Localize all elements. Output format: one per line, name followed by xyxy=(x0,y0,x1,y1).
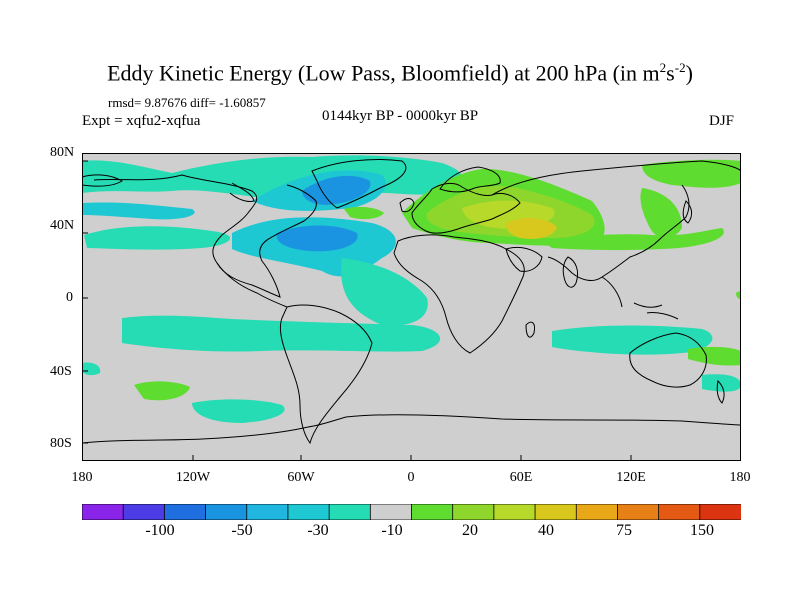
south-america-coast xyxy=(279,304,373,445)
north-america-coast xyxy=(93,174,317,298)
map-tick-marks xyxy=(82,160,632,461)
southeast-asia-coast xyxy=(601,276,679,320)
uk-coast xyxy=(399,198,415,213)
east-pacific-cyan-region xyxy=(82,362,101,376)
lat-tick-40s: 40S xyxy=(50,364,72,379)
season-label: DJF xyxy=(709,113,735,129)
time-period-label: 0144kyr BP - 0000kyr BP xyxy=(321,108,479,124)
colorbar-swatch xyxy=(122,504,166,520)
colorbar-swatch xyxy=(328,504,372,520)
lat-tick-40n: 40N xyxy=(50,218,75,233)
colorbar-swatch xyxy=(575,504,619,520)
positive-anomaly-regions xyxy=(134,159,741,401)
northeast-asia-green-region xyxy=(642,159,741,188)
india-coast xyxy=(562,256,579,288)
middle-east-yellow-region xyxy=(506,218,557,239)
colorbar-swatch xyxy=(699,504,741,520)
africa-coast xyxy=(393,234,525,354)
colorbar-swatch xyxy=(82,504,125,520)
colorbar-label: 20 xyxy=(462,522,478,539)
lon-tick-0: 0 xyxy=(407,470,415,485)
indian-ocean-cyan-region xyxy=(552,325,713,355)
southeast-pacific-cyan-region xyxy=(192,399,285,423)
lon-tick-180w: 180 xyxy=(71,470,93,485)
pacific-tropics-cyan-region xyxy=(82,202,195,220)
new-zealand-coast xyxy=(716,379,725,404)
colorbar-swatch xyxy=(617,504,660,520)
colorbar-swatch xyxy=(369,504,413,520)
south-pacific-green-patch xyxy=(134,381,190,401)
tropical-atlantic-cyan-region xyxy=(341,258,428,326)
southern-ocean-green-patch xyxy=(688,346,741,366)
lat-tick-80s: 80S xyxy=(50,436,72,451)
alaska-chukotka-coast xyxy=(82,174,123,187)
lon-tick-120e: 120E xyxy=(616,470,646,485)
colorbar-swatch xyxy=(452,504,495,520)
lat-tick-80n: 80N xyxy=(50,145,75,160)
colorbar-label: 40 xyxy=(538,522,554,539)
north-atlantic-blue-core xyxy=(276,225,358,252)
lon-tick-180e: 180 xyxy=(729,470,751,485)
colorbar xyxy=(82,504,741,520)
hudson-bay-coast xyxy=(229,182,255,202)
colorbar-swatch xyxy=(246,504,289,520)
madagascar-coast xyxy=(525,321,535,338)
north-atlantic-green-patch xyxy=(344,206,384,220)
siberia-green-region xyxy=(640,188,682,239)
experiment-label: Expt = xqfu2-xqfua xyxy=(82,113,201,129)
colorbar-label: -50 xyxy=(231,522,253,539)
colorbar-label: 150 xyxy=(690,522,714,539)
colorbar-swatch xyxy=(658,504,701,520)
lon-tick-60w: 60W xyxy=(287,470,315,485)
greenland-blue-region xyxy=(302,175,371,205)
colorbar-swatch xyxy=(493,504,536,520)
central-america-coast xyxy=(216,262,288,308)
rmsd-diff-stats: rmsd= 9.87676 diff= -1.60857 xyxy=(108,95,266,110)
colorbar-label: -30 xyxy=(307,522,329,539)
colorbar-swatch xyxy=(287,504,331,520)
lon-tick-60e: 60E xyxy=(509,470,533,485)
lat-tick-0: 0 xyxy=(66,290,73,305)
asia-green-band xyxy=(542,228,724,251)
greenland-coast xyxy=(311,159,407,209)
arabia-coast xyxy=(505,246,543,272)
australia-coast xyxy=(629,332,707,388)
colorbar-swatch xyxy=(534,504,578,520)
scandinavia-coast xyxy=(439,166,501,193)
colorbar-label: 75 xyxy=(616,522,632,539)
colorbar-swatch xyxy=(163,504,207,520)
colorbar-label: -100 xyxy=(145,522,175,539)
japan-coast xyxy=(682,200,693,224)
far-east-green-patch xyxy=(736,291,741,299)
lon-tick-120w: 120W xyxy=(175,470,211,485)
asia-coast xyxy=(491,160,741,281)
colorbar-label: -10 xyxy=(381,522,403,539)
colorbar-swatch xyxy=(205,504,248,520)
sw-pacific-cyan-region xyxy=(702,374,741,392)
figure-title: Eddy Kinetic Energy (Low Pass, Bloomfiel… xyxy=(107,60,693,86)
eke-anomaly-map xyxy=(82,153,741,461)
coastlines xyxy=(82,159,741,445)
europe-coast xyxy=(411,182,521,234)
north-pacific-cyan-region xyxy=(84,226,231,250)
antarctica-coast xyxy=(82,414,741,444)
colorbar-swatch xyxy=(411,504,454,520)
